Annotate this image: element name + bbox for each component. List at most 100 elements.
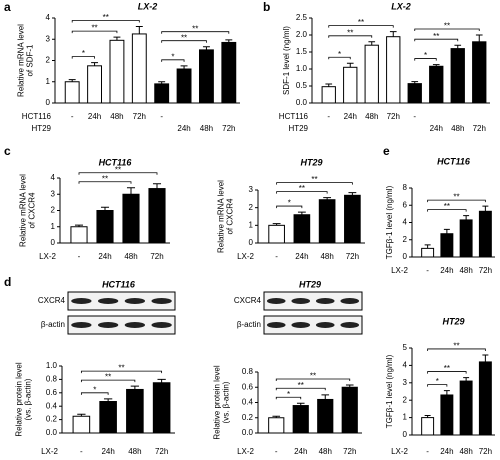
y-tick-label: 2 xyxy=(51,206,56,215)
error-bar xyxy=(482,205,489,212)
x-tick-label: 72h xyxy=(343,447,356,456)
significance-bracket xyxy=(276,182,353,185)
blot-frame xyxy=(67,315,176,335)
x-tick-label: 48h xyxy=(459,266,472,275)
bar xyxy=(364,44,379,104)
error-bar xyxy=(135,26,143,34)
error-bar xyxy=(225,39,233,43)
bar xyxy=(407,83,422,104)
significance-bracket xyxy=(427,199,486,203)
y-tick-label: 0.0 xyxy=(242,428,254,437)
chart-title: HCT116 xyxy=(102,279,136,289)
chart-title: HCT116 xyxy=(99,157,133,167)
x-row-name: HCT116 xyxy=(279,112,309,121)
significance-bracket xyxy=(414,38,459,42)
significance-label: ** xyxy=(358,18,364,27)
panel-letter: e xyxy=(383,144,390,158)
error-bar xyxy=(411,81,419,84)
x-tick-label: 24h xyxy=(98,252,111,261)
blot-label: CXCR4 xyxy=(234,296,262,305)
error-bar xyxy=(348,192,357,196)
bar xyxy=(268,417,285,434)
y-tick-label: 8 xyxy=(403,183,408,192)
blot-band xyxy=(124,322,146,328)
error-bar xyxy=(424,244,431,249)
panel-letter: d xyxy=(4,275,11,289)
significance-bracket xyxy=(71,20,140,23)
x-tick-label: - xyxy=(275,447,278,456)
significance-label: ** xyxy=(310,372,316,381)
x-tick-label: 48h xyxy=(451,124,464,133)
y-tick-label: 0.8 xyxy=(242,367,254,376)
error-bar xyxy=(323,197,332,200)
bar xyxy=(64,81,80,104)
x-tick-label: 24h xyxy=(344,112,357,121)
x-tick-label: - xyxy=(426,447,429,456)
y-tick-label: 2.5 xyxy=(296,13,308,22)
bar xyxy=(87,65,102,104)
x-tick-label: - xyxy=(327,112,330,121)
x-tick-label: 72h xyxy=(473,124,486,133)
y-tick-label: 4 xyxy=(403,361,408,370)
x-tick-label: - xyxy=(275,252,278,261)
y-tick-label: 0 xyxy=(403,430,408,439)
x-tick-label: - xyxy=(413,112,416,121)
significance-bracket xyxy=(328,56,351,60)
y-tick-label: 2 xyxy=(249,203,254,212)
bar xyxy=(421,417,435,436)
y-axis-label: Relative protein level xyxy=(213,365,222,439)
significance-label: * xyxy=(338,50,341,59)
blot-band xyxy=(151,298,172,304)
bar xyxy=(126,388,144,434)
x-tick-label: 24h xyxy=(88,112,101,121)
bar xyxy=(459,380,473,436)
x-tick-label: 24h xyxy=(430,124,443,133)
bar xyxy=(96,210,114,244)
x-tick-label: 72h xyxy=(346,252,359,261)
error-bar xyxy=(157,378,166,383)
significance-label: ** xyxy=(91,24,97,33)
y-tick-label: 4 xyxy=(46,13,51,22)
bar xyxy=(268,224,285,244)
y-tick-label: 1.5 xyxy=(296,47,308,56)
error-bar xyxy=(180,65,188,69)
y-axis-label: TGFβ-1 level (ng/ml) xyxy=(385,354,394,428)
blot-band xyxy=(291,322,311,328)
bar xyxy=(343,66,358,104)
y-axis-label: of SDF-1 xyxy=(26,44,35,77)
significance-label: * xyxy=(82,49,85,58)
x-tick-label: - xyxy=(71,112,74,121)
error-bar xyxy=(158,81,166,84)
significance-label: ** xyxy=(298,381,304,390)
x-tick-label: 72h xyxy=(222,124,235,133)
y-axis-label: Relative protein level xyxy=(15,362,24,436)
bar xyxy=(221,41,237,104)
error-bar xyxy=(443,390,450,395)
error-bar xyxy=(68,79,76,82)
y-tick-label: 0.0 xyxy=(296,98,308,107)
bar xyxy=(478,210,492,258)
significance-label: ** xyxy=(453,342,459,351)
significance-label: * xyxy=(287,390,290,399)
x-row-name: HT29 xyxy=(31,124,51,133)
error-bar xyxy=(321,394,330,400)
bar xyxy=(317,398,334,434)
bar xyxy=(154,83,170,104)
bar xyxy=(99,401,117,434)
blot-band xyxy=(124,298,146,304)
error-bar xyxy=(297,211,306,215)
y-axis-label: TGFβ-1 level (ng/ml) xyxy=(385,185,394,259)
significance-bracket xyxy=(275,387,326,391)
significance-label: ** xyxy=(102,174,108,183)
y-tick-label: 3 xyxy=(51,189,56,198)
significance-bracket xyxy=(80,379,136,383)
significance-bracket xyxy=(275,396,302,400)
error-bar xyxy=(100,206,110,211)
y-tick-label: 0.2 xyxy=(242,413,254,422)
y-axis-label: Relative mRNA level xyxy=(217,180,226,253)
significance-bracket xyxy=(78,172,158,175)
y-tick-label: 0.0 xyxy=(46,428,58,437)
y-axis-label: of CXCR4 xyxy=(226,198,235,235)
bar xyxy=(321,86,336,104)
